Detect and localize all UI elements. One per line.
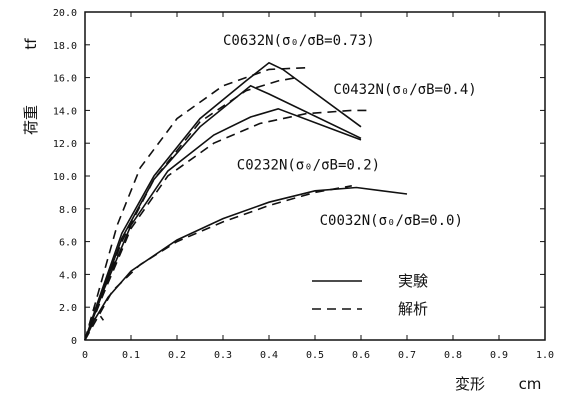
x-tick-label: 0 [82, 350, 88, 361]
legend-label-analysis: 解析 [398, 300, 428, 318]
y-tick-label: 4.0 [59, 270, 77, 281]
x-tick-label: 0.3 [214, 350, 232, 361]
legend: 実験 解析 [312, 272, 428, 318]
axis-ticks [84, 11, 546, 341]
y-tick-label: 20.0 [53, 8, 77, 19]
x-tick-label: 0.2 [168, 350, 186, 361]
x-tick-label: 0.7 [398, 350, 416, 361]
analysis-curve-5 [84, 109, 371, 341]
experiment-curve-0 [84, 61, 362, 341]
y-tick-label: 8.0 [59, 205, 77, 216]
x-axis-label: 変形 [455, 375, 485, 393]
y-tick-label: 0 [71, 336, 77, 347]
analysis-curve-8 [84, 305, 105, 341]
specimen-label: C0432N(σ₀/σB=0.4) [333, 82, 476, 98]
specimen-label: C0632N(σ₀/σB=0.73) [223, 33, 375, 49]
analysis-curve-3 [84, 76, 297, 341]
y-tick-label: 10.0 [53, 172, 77, 183]
y-axis-unit: tf [22, 38, 40, 50]
x-tick-label: 0.6 [352, 350, 370, 361]
experiment-curve-6 [84, 186, 408, 341]
tick-labels: 0 0.1 0.2 0.3 0.4 0.5 0.6 0.7 0.8 0.9 1.0 0 2.0 4.0 6.… [53, 8, 554, 361]
y-tick-label: 12.0 [53, 139, 77, 150]
x-tick-label: 0.9 [490, 350, 508, 361]
analysis-curve-1 [84, 67, 306, 341]
x-tick-label: 0.8 [444, 350, 462, 361]
x-tick-label: 0.5 [306, 350, 324, 361]
series-layer [84, 61, 408, 341]
experiment-curve-4 [84, 107, 362, 341]
specimen-label: C0032N(σ₀/σB=0.0) [320, 213, 463, 229]
x-tick-label: 0.4 [260, 350, 278, 361]
annotations: C0632N(σ₀/σB=0.73) C0432N(σ₀/σB=0.4) C0232… [223, 33, 477, 229]
legend-label-experiment: 実験 [398, 272, 428, 290]
analysis-curve-7 [84, 185, 352, 341]
y-tick-label: 6.0 [59, 238, 77, 249]
y-tick-label: 2.0 [59, 303, 77, 314]
y-tick-label: 16.0 [53, 74, 77, 85]
y-tick-label: 18.0 [53, 41, 77, 52]
y-axis-label: 荷重 [22, 105, 40, 135]
x-tick-label: 1.0 [536, 350, 554, 361]
specimen-label: C0232N(σ₀/σB=0.2) [237, 157, 380, 173]
x-tick-label: 0.1 [122, 350, 140, 361]
x-axis-unit: cm [519, 375, 542, 393]
y-tick-label: 14.0 [53, 106, 77, 117]
